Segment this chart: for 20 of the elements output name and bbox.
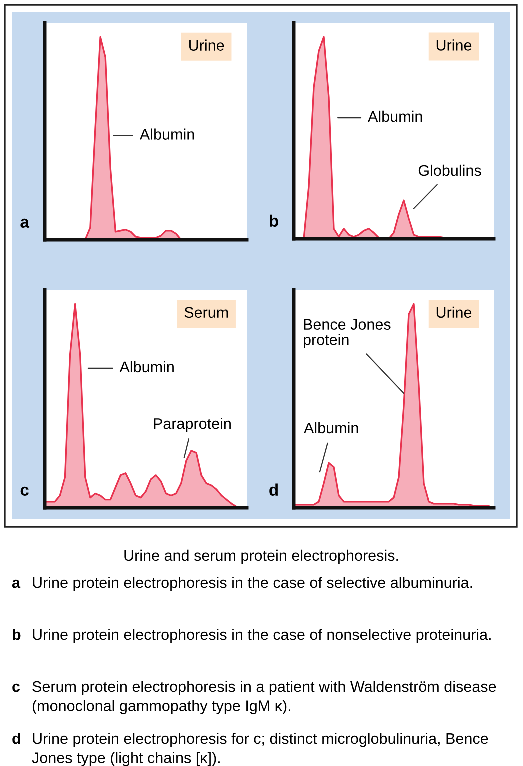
annotation: Bence Jones protein [304,319,391,348]
text: a Urine protein electrophoresis in the case of selective albuminuria. [12,577,472,592]
annotation: Albumin [120,361,174,373]
chart-subtitle: Urine [436,40,472,51]
text: b Urine protein electrophoresis in the case of nonselective proteinuria. [13,629,491,644]
chart-subtitle: Urine [436,306,472,318]
chart-subtitle: Urine [190,40,224,51]
annotation: Albumin [368,110,422,122]
text: Urine and serum protein electrophoresis. [124,550,398,564]
text: a [20,218,30,228]
chart-subtitle: Serum [184,307,228,318]
text: b [270,214,278,228]
text: c [20,486,29,496]
annotation: Globulins [418,164,482,176]
annotation: Paraprotein [154,418,231,432]
text: d [270,484,278,496]
text: d Urine protein electrophoresis for c; distinct microglobulinuria, Bence Jones type (light chains [κ]). [12,733,488,766]
annotation: Albumin [140,128,194,140]
annotation: Albumin [304,422,358,434]
text: c Serum protein electrophoresis in a patient with Waldenström disease (monoclonal gammopathy type IgM κ). [12,681,496,714]
